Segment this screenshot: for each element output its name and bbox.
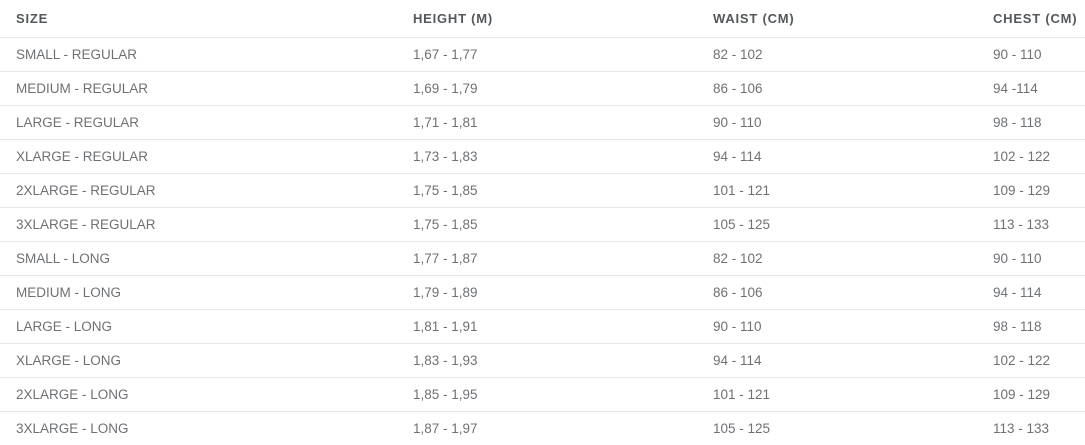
column-header-size: SIZE (0, 0, 413, 38)
size-cell: MEDIUM - LONG (0, 275, 413, 310)
table-row: LARGE - LONG 1,81 - 1,91 90 - 110 98 - 1… (0, 309, 1085, 344)
table-row: MEDIUM - LONG 1,79 - 1,89 86 - 106 94 - … (0, 275, 1085, 310)
chest-cell: 98 - 118 (993, 309, 1085, 344)
height-cell: 1,85 - 1,95 (413, 377, 713, 412)
chest-cell: 109 - 129 (993, 377, 1085, 412)
height-cell: 1,79 - 1,89 (413, 275, 713, 310)
size-cell: SMALL - REGULAR (0, 37, 413, 72)
column-header-height: HEIGHT (M) (413, 0, 713, 38)
column-header-chest: CHEST (CM) (993, 0, 1085, 38)
chest-cell: 113 - 133 (993, 207, 1085, 242)
size-cell: SMALL - LONG (0, 241, 413, 276)
size-cell: LARGE - REGULAR (0, 105, 413, 140)
size-cell: XLARGE - LONG (0, 343, 413, 378)
header-row: SIZE HEIGHT (M) WAIST (CM) CHEST (CM) (0, 0, 1085, 38)
chest-cell: 113 - 133 (993, 411, 1085, 445)
chest-cell: 94 -114 (993, 71, 1085, 106)
waist-cell: 94 - 114 (713, 139, 993, 174)
size-cell: MEDIUM - REGULAR (0, 71, 413, 106)
height-cell: 1,77 - 1,87 (413, 241, 713, 276)
waist-cell: 101 - 121 (713, 173, 993, 208)
chest-cell: 98 - 118 (993, 105, 1085, 140)
table-row: 3XLARGE - LONG 1,87 - 1,97 105 - 125 113… (0, 411, 1085, 445)
table-row: XLARGE - REGULAR 1,73 - 1,83 94 - 114 10… (0, 139, 1085, 174)
size-chart-body: SMALL - REGULAR 1,67 - 1,77 82 - 102 90 … (0, 37, 1085, 445)
height-cell: 1,71 - 1,81 (413, 105, 713, 140)
size-cell: 2XLARGE - REGULAR (0, 173, 413, 208)
chest-cell: 109 - 129 (993, 173, 1085, 208)
chest-cell: 102 - 122 (993, 139, 1085, 174)
size-chart-header: SIZE HEIGHT (M) WAIST (CM) CHEST (CM) (0, 0, 1085, 38)
waist-cell: 90 - 110 (713, 309, 993, 344)
waist-cell: 105 - 125 (713, 411, 993, 445)
table-row: 3XLARGE - REGULAR 1,75 - 1,85 105 - 125 … (0, 207, 1085, 242)
table-row: 2XLARGE - REGULAR 1,75 - 1,85 101 - 121 … (0, 173, 1085, 208)
chest-cell: 90 - 110 (993, 37, 1085, 72)
size-cell: XLARGE - REGULAR (0, 139, 413, 174)
size-cell: 3XLARGE - LONG (0, 411, 413, 445)
chest-cell: 90 - 110 (993, 241, 1085, 276)
column-header-waist: WAIST (CM) (713, 0, 993, 38)
waist-cell: 86 - 106 (713, 275, 993, 310)
table-row: LARGE - REGULAR 1,71 - 1,81 90 - 110 98 … (0, 105, 1085, 140)
table-row: SMALL - LONG 1,77 - 1,87 82 - 102 90 - 1… (0, 241, 1085, 276)
height-cell: 1,73 - 1,83 (413, 139, 713, 174)
table-row: 2XLARGE - LONG 1,85 - 1,95 101 - 121 109… (0, 377, 1085, 412)
chest-cell: 102 - 122 (993, 343, 1085, 378)
height-cell: 1,87 - 1,97 (413, 411, 713, 445)
waist-cell: 82 - 102 (713, 241, 993, 276)
height-cell: 1,75 - 1,85 (413, 173, 713, 208)
waist-cell: 101 - 121 (713, 377, 993, 412)
waist-cell: 82 - 102 (713, 37, 993, 72)
chest-cell: 94 - 114 (993, 275, 1085, 310)
height-cell: 1,83 - 1,93 (413, 343, 713, 378)
height-cell: 1,75 - 1,85 (413, 207, 713, 242)
table-row: MEDIUM - REGULAR 1,69 - 1,79 86 - 106 94… (0, 71, 1085, 106)
size-cell: 2XLARGE - LONG (0, 377, 413, 412)
table-row: SMALL - REGULAR 1,67 - 1,77 82 - 102 90 … (0, 37, 1085, 72)
waist-cell: 105 - 125 (713, 207, 993, 242)
height-cell: 1,81 - 1,91 (413, 309, 713, 344)
height-cell: 1,69 - 1,79 (413, 71, 713, 106)
waist-cell: 86 - 106 (713, 71, 993, 106)
size-cell: 3XLARGE - REGULAR (0, 207, 413, 242)
waist-cell: 94 - 114 (713, 343, 993, 378)
waist-cell: 90 - 110 (713, 105, 993, 140)
size-cell: LARGE - LONG (0, 309, 413, 344)
height-cell: 1,67 - 1,77 (413, 37, 713, 72)
table-row: XLARGE - LONG 1,83 - 1,93 94 - 114 102 -… (0, 343, 1085, 378)
